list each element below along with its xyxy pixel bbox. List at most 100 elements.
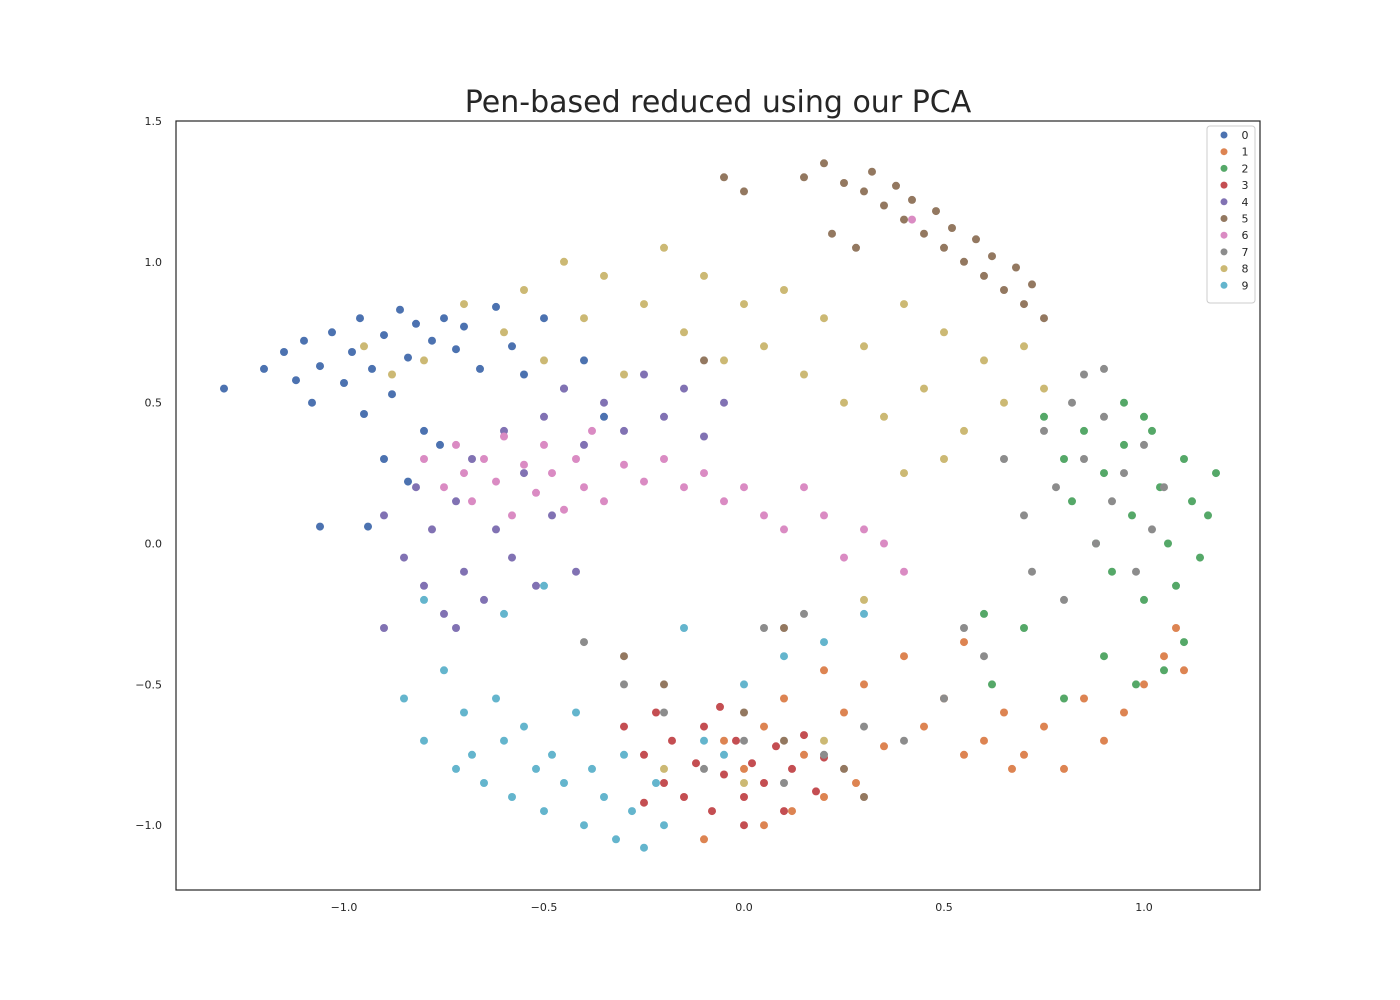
point-series-1 (760, 722, 768, 731)
point-series-4 (468, 455, 476, 463)
point-series-5 (660, 680, 668, 689)
point-series-0 (404, 353, 412, 362)
point-series-1 (1140, 680, 1148, 689)
point-series-6 (900, 567, 908, 576)
point-series-6 (588, 426, 596, 435)
point-series-0 (396, 305, 404, 314)
point-series-6 (720, 497, 728, 506)
legend-label: 6 (1242, 229, 1249, 242)
point-series-0 (308, 398, 316, 407)
point-series-9 (860, 609, 868, 618)
point-series-2 (1100, 469, 1108, 478)
point-series-4 (400, 553, 408, 562)
point-series-1 (700, 835, 708, 844)
point-series-9 (452, 764, 460, 773)
point-series-7 (1100, 412, 1108, 421)
point-series-5 (828, 229, 836, 238)
point-series-7 (860, 722, 868, 731)
point-series-0 (452, 345, 460, 354)
point-series-1 (1080, 694, 1088, 703)
point-series-3 (772, 742, 780, 751)
point-series-0 (520, 370, 528, 379)
point-series-0 (328, 328, 336, 337)
point-series-8 (880, 412, 888, 421)
point-series-1 (820, 666, 828, 675)
point-series-7 (780, 779, 788, 787)
point-series-9 (572, 708, 580, 717)
y-tick-label: 0.0 (145, 538, 163, 551)
point-series-5 (920, 229, 928, 238)
point-series-1 (920, 722, 928, 731)
point-series-1 (1008, 764, 1016, 773)
point-series-1 (1172, 624, 1180, 632)
point-series-7 (760, 624, 768, 632)
point-series-9 (600, 793, 608, 801)
point-series-2 (1080, 426, 1088, 435)
point-series-5 (900, 215, 908, 224)
point-series-4 (548, 511, 556, 520)
point-series-4 (460, 567, 468, 576)
point-series-6 (572, 455, 580, 463)
point-series-9 (420, 595, 428, 604)
legend-marker (1220, 131, 1228, 139)
point-series-6 (620, 460, 628, 469)
point-series-4 (520, 469, 528, 478)
point-series-9 (640, 843, 648, 852)
point-series-9 (400, 694, 408, 703)
point-series-8 (540, 356, 548, 365)
point-series-9 (500, 736, 508, 745)
point-series-9 (780, 652, 788, 661)
point-series-0 (404, 477, 412, 486)
point-series-7 (1160, 483, 1168, 492)
point-series-0 (508, 342, 516, 351)
point-series-6 (500, 432, 508, 441)
point-series-9 (480, 779, 488, 787)
legend-marker (1220, 231, 1228, 239)
point-series-7 (1060, 595, 1068, 604)
point-series-4 (452, 624, 460, 632)
point-series-4 (492, 525, 500, 534)
point-series-4 (508, 553, 516, 562)
point-series-1 (860, 680, 868, 689)
point-series-7 (1040, 426, 1048, 435)
point-series-2 (1180, 638, 1188, 647)
point-series-4 (412, 483, 420, 492)
point-series-9 (620, 750, 628, 759)
point-series-8 (500, 328, 508, 337)
point-series-0 (476, 364, 484, 373)
point-series-2 (988, 680, 996, 689)
point-series-2 (1108, 567, 1116, 576)
point-series-5 (840, 179, 848, 187)
x-tick-label: 0.0 (735, 901, 753, 914)
point-series-2 (1100, 652, 1108, 661)
point-series-9 (580, 821, 588, 830)
legend-marker (1220, 215, 1228, 222)
point-series-6 (820, 511, 828, 520)
point-series-2 (980, 609, 988, 618)
point-series-5 (960, 257, 968, 266)
point-series-0 (580, 356, 588, 365)
point-series-3 (732, 736, 740, 745)
point-series-7 (800, 609, 808, 618)
point-series-9 (492, 694, 500, 703)
point-series-8 (740, 779, 748, 787)
point-series-7 (620, 680, 628, 689)
point-series-4 (380, 624, 388, 632)
point-series-0 (348, 348, 356, 356)
point-series-9 (460, 708, 468, 717)
point-series-7 (1068, 398, 1076, 407)
point-series-5 (620, 652, 628, 661)
point-series-0 (440, 314, 448, 323)
point-series-9 (440, 666, 448, 675)
plot-frame (175, 120, 1261, 891)
legend-label: 8 (1242, 263, 1249, 276)
point-series-4 (440, 609, 448, 618)
point-series-9 (680, 624, 688, 632)
point-series-9 (560, 779, 568, 787)
point-series-3 (748, 759, 756, 768)
point-series-9 (500, 609, 508, 618)
x-tick-label: −1.0 (331, 901, 358, 914)
point-series-5 (940, 243, 948, 252)
legend-marker (1220, 248, 1228, 256)
point-series-7 (940, 694, 948, 703)
